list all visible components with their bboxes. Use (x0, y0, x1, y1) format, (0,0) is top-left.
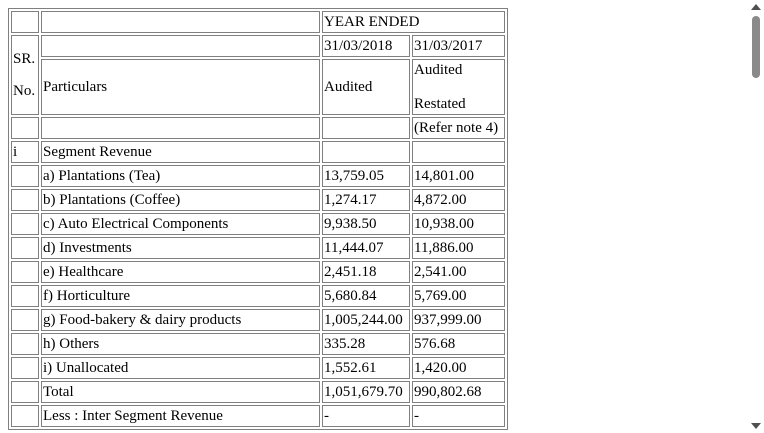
row-label: i) Unallocated (41, 357, 320, 379)
row-sr-cell (11, 333, 39, 355)
row-value-2018: 1,274.17 (322, 189, 410, 211)
row-sr-cell (11, 189, 39, 211)
table-row: i) Unallocated 1,552.61 1,420.00 (11, 357, 505, 379)
row-label: a) Plantations (Tea) (41, 165, 320, 187)
table-row: h) Others 335.28 576.68 (11, 333, 505, 355)
row-value-2018: 5,680.84 (322, 285, 410, 307)
row-label: c) Auto Electrical Components (41, 213, 320, 235)
row-sr-cell (11, 213, 39, 235)
row-value-2018: 9,938.50 (322, 213, 410, 235)
section-row: i Segment Revenue (11, 141, 505, 163)
empty-cell (41, 117, 320, 139)
row-sr-cell (11, 261, 39, 283)
row-sr-cell (11, 381, 39, 403)
empty-cell (11, 11, 39, 33)
scrollbar-thumb[interactable] (752, 16, 760, 78)
row-sr-cell (11, 405, 39, 427)
row-value-2018: 13,759.05 (322, 165, 410, 187)
row-label: h) Others (41, 333, 320, 355)
row-value-2018: 11,444.07 (322, 237, 410, 259)
row-value-2018: 1,552.61 (322, 357, 410, 379)
row-value-2018: 335.28 (322, 333, 410, 355)
row-label: Less : Inter Segment Revenue (41, 405, 320, 427)
row-value-2017: 990,802.68 (412, 381, 505, 403)
header-row-dates: SR. No. 31/03/2018 31/03/2017 (11, 35, 505, 115)
restated-label: Restated (414, 96, 466, 112)
date-2018-header: 31/03/2018 (322, 35, 410, 57)
sr-header-line1: SR. (13, 51, 36, 67)
row-value-2017: 4,872.00 (412, 189, 505, 211)
section-sr: i (11, 141, 39, 163)
row-value-2018: 2,451.18 (322, 261, 410, 283)
scroll-down-arrow-icon[interactable] (751, 423, 761, 429)
particulars-header: Particulars (41, 59, 320, 115)
row-label: b) Plantations (Coffee) (41, 189, 320, 211)
table-row: e) Healthcare 2,451.18 2,541.00 (11, 261, 505, 283)
row-label: g) Food-bakery & dairy products (41, 309, 320, 331)
row-value-2017: 1,420.00 (412, 357, 505, 379)
row-label: f) Horticulture (41, 285, 320, 307)
row-value-2017: 2,541.00 (412, 261, 505, 283)
row-value-2017: 11,886.00 (412, 237, 505, 259)
row-label: d) Investments (41, 237, 320, 259)
refer-note-header: (Refer note 4) (412, 117, 505, 139)
row-value-2017: 14,801.00 (412, 165, 505, 187)
row-label: e) Healthcare (41, 261, 320, 283)
empty-cell (41, 35, 320, 57)
table-row: c) Auto Electrical Components 9,938.50 10,… (11, 213, 505, 235)
table-row: b) Plantations (Coffee) 1,274.17 4,872.00 (11, 189, 505, 211)
header-row-note: (Refer note 4) (11, 117, 505, 139)
year-ended-header: YEAR ENDED (322, 11, 505, 33)
section-label: Segment Revenue (41, 141, 320, 163)
empty-cell (322, 117, 410, 139)
row-sr-cell (11, 237, 39, 259)
sr-no-header: SR. No. (11, 35, 39, 115)
sr-header-line2: No. (13, 83, 36, 99)
row-sr-cell (11, 285, 39, 307)
header-row-audited: Particulars Audited Audited Restated (11, 59, 505, 115)
document-viewport: YEAR ENDED SR. No. 31/03/2018 31/03/2017… (8, 8, 508, 430)
row-sr-cell (11, 357, 39, 379)
segment-revenue-table: YEAR ENDED SR. No. 31/03/2018 31/03/2017… (8, 8, 508, 430)
row-value-2017: 10,938.00 (412, 213, 505, 235)
row-value-2018: - (322, 405, 410, 427)
empty-cell (322, 141, 410, 163)
date-2017-header: 31/03/2017 (412, 35, 505, 57)
audited-restated-2017-header: Audited Restated (412, 59, 505, 115)
row-sr-cell (11, 309, 39, 331)
row-value-2017: 5,769.00 (412, 285, 505, 307)
empty-cell (412, 141, 505, 163)
row-value-2017: - (412, 405, 505, 427)
table-row: a) Plantations (Tea) 13,759.05 14,801.00 (11, 165, 505, 187)
row-value-2018: 1,051,679.70 (322, 381, 410, 403)
table-row: g) Food-bakery & dairy products 1,005,244… (11, 309, 505, 331)
audited-2017-label: Audited (414, 62, 463, 78)
table-row: d) Investments 11,444.07 11,886.00 (11, 237, 505, 259)
row-value-2018: 1,005,244.00 (322, 309, 410, 331)
table-row: f) Horticulture 5,680.84 5,769.00 (11, 285, 505, 307)
audited-2018-header: Audited (322, 59, 410, 115)
row-sr-cell (11, 165, 39, 187)
row-value-2017: 576.68 (412, 333, 505, 355)
scroll-up-arrow-icon[interactable] (751, 4, 761, 10)
row-value-2017: 937,999.00 (412, 309, 505, 331)
empty-cell (11, 117, 39, 139)
vertical-scrollbar[interactable] (748, 0, 764, 433)
table-row: Total 1,051,679.70 990,802.68 (11, 381, 505, 403)
empty-cell (41, 11, 320, 33)
row-label: Total (41, 381, 320, 403)
header-row-year-ended: YEAR ENDED (11, 11, 505, 33)
table-row: Less : Inter Segment Revenue - - (11, 405, 505, 427)
